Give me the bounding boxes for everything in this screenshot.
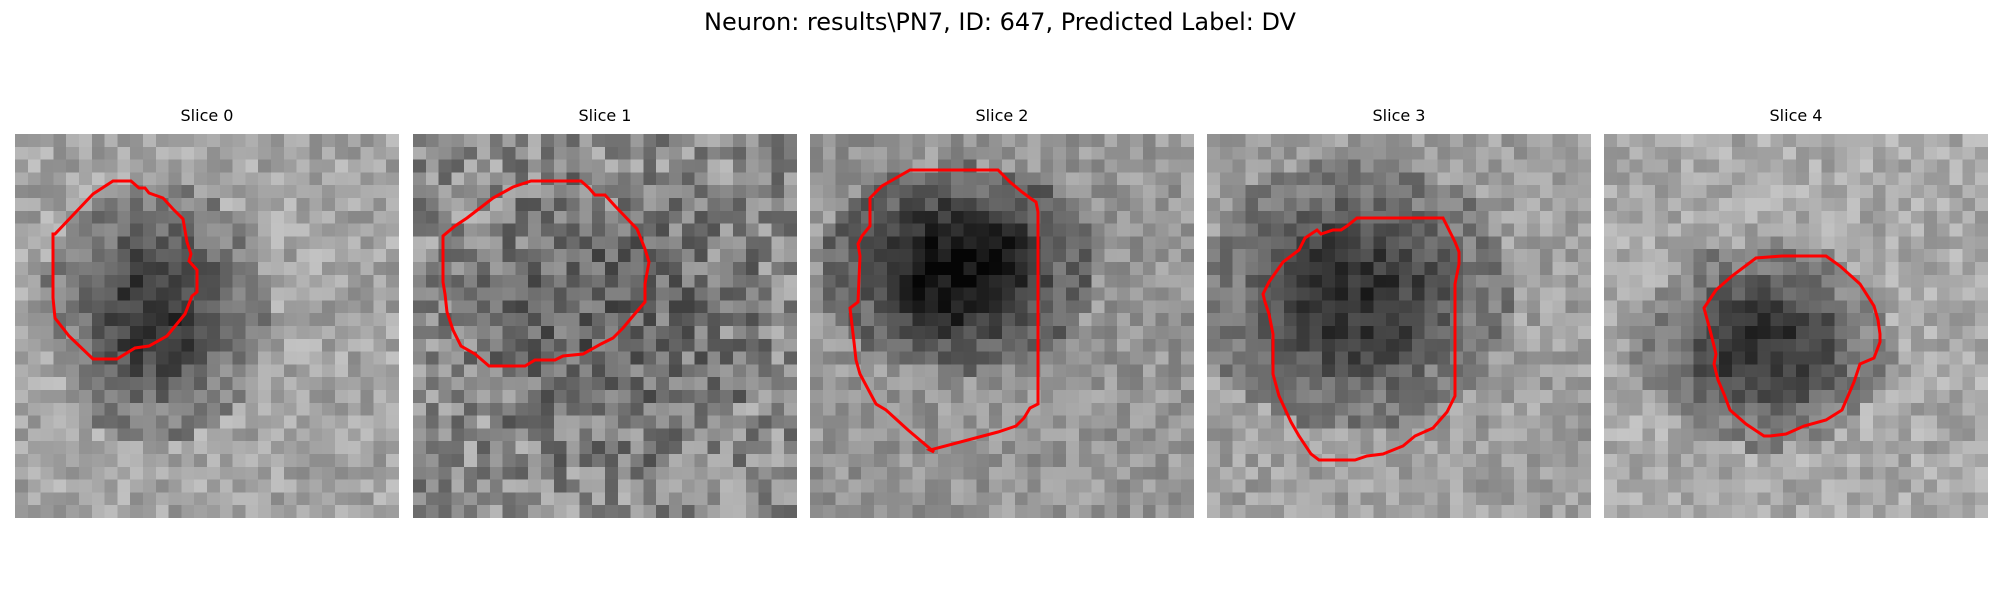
- segmentation-contour: [1702, 254, 1882, 438]
- segmentation-contour: [848, 168, 1040, 454]
- slice-title: Slice 3: [1372, 106, 1426, 125]
- slice-image-1: [413, 134, 797, 518]
- contour-line: [1702, 254, 1882, 438]
- grayscale-patch: [15, 134, 399, 518]
- slice-title: Slice 4: [1769, 106, 1823, 125]
- contour-line: [51, 179, 199, 361]
- slice-title: Slice 1: [578, 106, 632, 125]
- grayscale-patch: [810, 134, 1194, 518]
- contour-line: [1261, 216, 1461, 462]
- slice-title: Slice 0: [180, 106, 234, 125]
- contour-line: [441, 179, 651, 368]
- grayscale-patch: [413, 134, 797, 518]
- segmentation-contour: [441, 179, 651, 368]
- slice-image-0: [15, 134, 399, 518]
- grayscale-patch: [1604, 134, 1988, 518]
- slice-title: Slice 2: [975, 106, 1029, 125]
- slice-image-2: [810, 134, 1194, 518]
- figure-title: Neuron: results\PN7, ID: 647, Predicted …: [704, 8, 1296, 36]
- slice-image-4: [1604, 134, 1988, 518]
- segmentation-contour: [51, 179, 199, 361]
- segmentation-contour: [1261, 216, 1461, 462]
- slice-image-3: [1207, 134, 1591, 518]
- contour-line: [848, 168, 1040, 454]
